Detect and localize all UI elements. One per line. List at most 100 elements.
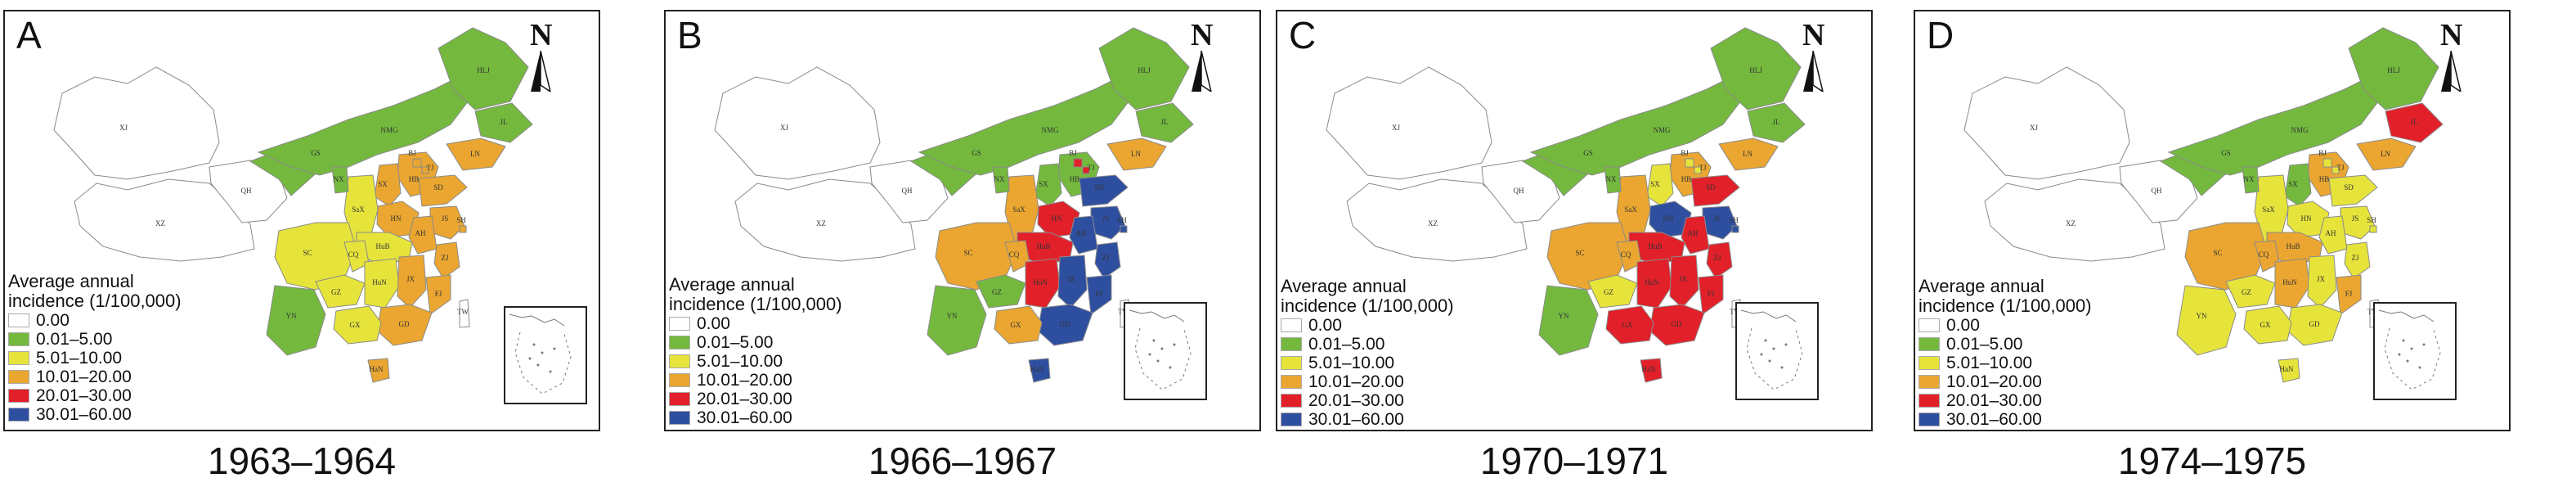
province-label-hn: HN [1052,214,1062,223]
legend-label: 0.01–5.00 [1308,334,1385,354]
legend-swatch [1919,318,1940,332]
province-hun [1025,258,1061,309]
province-label-gz: GZ [2242,288,2251,296]
province-label-sc: SC [963,249,972,257]
legend-label: 0.00 [697,313,730,333]
province-jx [1057,255,1088,309]
legend-label: 10.01–20.00 [697,370,792,390]
province-label-cq: CQ [348,250,359,259]
legend-swatch [1281,337,1302,351]
province-nx [331,166,349,194]
province-xj [53,66,220,180]
legend-title-line1: Average annual [8,271,134,291]
legend-item: 0.01–5.00 [1281,335,1454,354]
province-tw [459,299,470,328]
legend-title-line2: incidence (1/100,000) [1919,295,2092,316]
province-label-bj: BJ [2318,149,2327,157]
legend-item: 5.01–10.00 [669,352,842,371]
province-fj [1086,274,1112,315]
province-hlj [2348,27,2439,110]
province-label-gx: GX [350,321,361,329]
panel-year-caption: 1966–1967 [868,440,1057,482]
province-label-xz: XZ [1428,219,1438,228]
province-label-nmg: NMG [2291,126,2309,134]
province-label-js: JS [1714,214,1721,223]
province-label-hlj: HLJ [2387,66,2400,74]
province-sh [1731,225,1739,233]
province-label-nmg: NMG [1653,126,1671,134]
province-label-han: HaN [370,365,384,373]
province-label-jl: JL [500,118,508,126]
legend-item: 20.01–30.00 [1919,391,2092,410]
province-xj [1326,66,1492,180]
legend-label: 20.01–30.00 [1946,390,2042,410]
panel-letter: C [1289,14,1317,56]
province-label-cq: CQ [1009,250,1020,259]
province-label-gx: GX [1011,321,1021,329]
map-legend: Average annual incidence (1/100,000) 0.00 0… [8,272,182,424]
province-label-ah: AH [415,229,426,237]
province-nx [1604,166,1622,194]
province-label-tj: TJ [1699,164,1707,172]
province-label-sc: SC [1575,249,1584,257]
province-label-qh: QH [241,187,252,195]
province-label-sh: SH [1729,216,1739,224]
province-label-cq: CQ [1621,250,1631,259]
province-label-yn: YN [947,312,958,320]
legend-swatch [1281,375,1302,389]
legend-title-line1: Average annual [1919,276,2044,296]
legend-item: 5.01–10.00 [1281,354,1454,372]
province-bj [2322,158,2332,168]
legend-swatch [669,373,690,387]
panel-letter: D [1927,14,1954,56]
province-sh [2369,225,2377,233]
province-ah [2318,215,2348,255]
province-xz [734,178,916,262]
province-label-sax: SaX [1012,205,1025,214]
province-yn [2176,285,2237,356]
province-nx [2242,166,2260,194]
province-label-jl: JL [1161,118,1169,126]
province-label-cq: CQ [2259,250,2269,259]
legend-swatch [669,354,690,368]
province-label-zj: ZJ [2352,254,2359,262]
province-label-gs: GS [1583,149,1593,157]
legend-item: 30.01–60.00 [669,408,842,427]
province-han [2278,358,2300,383]
south-china-sea-inset [504,306,587,404]
province-label-xz: XZ [155,219,165,228]
province-bj [1685,158,1694,168]
legend-label: 20.01–30.00 [36,386,132,405]
panel-year-caption: 1970–1971 [1479,440,1669,482]
legend-item: 0.01–5.00 [8,330,182,349]
province-label-ah: AH [1688,229,1699,237]
map-panel-a: XJ XZ QH GS NMG HLJ JL LN HB BJ TJ SX SaX NX HN SD JS AH H… [3,10,600,431]
province-label-han: HaN [2280,365,2294,373]
province-nmg [2167,72,2382,176]
province-label-jl: JL [1773,118,1780,126]
province-xj [714,66,881,180]
province-label-gz: GZ [992,288,1002,296]
north-arrow-icon: N [528,20,561,93]
legend-label: 0.00 [1308,315,1342,335]
province-ln [1106,138,1167,171]
legend-item: 10.01–20.00 [1281,372,1454,391]
province-jl [474,102,533,143]
province-yn [1538,285,1599,356]
legend-label: 0.00 [1946,315,1980,335]
legend-label: 10.01–20.00 [1946,372,2042,391]
panel-year-caption: 1974–1975 [2117,440,2307,482]
province-label-ah: AH [2326,229,2336,237]
province-label-hb: HB [2319,175,2330,183]
province-label-gd: GD [399,320,410,328]
map-legend: Average annual incidence (1/100,000) 0.00 0… [669,275,842,427]
legend-swatch [8,408,29,422]
province-label-sh: SH [1117,216,1127,224]
province-hlj [1710,27,1802,110]
province-label-hlj: HLJ [477,66,490,74]
province-label-xz: XZ [816,219,826,228]
legend-swatch [8,313,29,327]
province-jx [2307,255,2337,309]
province-jl [1135,102,1194,143]
province-label-sh: SH [2367,216,2376,224]
